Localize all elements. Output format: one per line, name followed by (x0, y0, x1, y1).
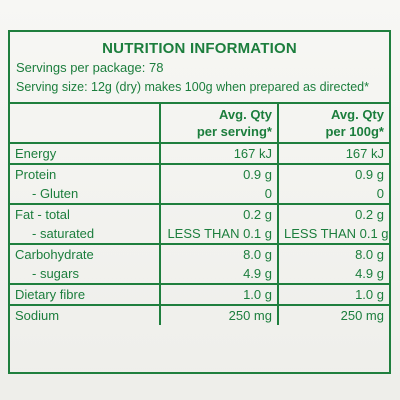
saturated-per-100g: LESS THAN 0.1 g (277, 224, 389, 244)
dietary-fibre-per-100g: 1.0 g (277, 283, 389, 305)
table-row: - saturated LESS THAN 0.1 g LESS THAN 0.… (10, 224, 389, 244)
sodium-per-100g: 250 mg (277, 304, 389, 325)
header-per-100g: Avg. Qty per 100g* (277, 102, 389, 143)
row-label-energy: Energy (10, 142, 160, 164)
nutrition-panel: NUTRITION INFORMATION Servings per packa… (8, 30, 391, 374)
row-label-protein: Protein (10, 163, 160, 184)
row-label-sugars: - sugars (32, 266, 79, 281)
saturated-per-serving: LESS THAN 0.1 g (159, 224, 278, 244)
header-blank-cell (10, 102, 160, 143)
sugars-per-serving: 4.9 g (159, 264, 278, 284)
gluten-per-100g: 0 (277, 184, 389, 204)
energy-per-100g: 167 kJ (277, 142, 389, 164)
dietary-fibre-per-serving: 1.0 g (159, 283, 278, 305)
table-row: - Gluten 0 0 (10, 184, 389, 204)
header-per-100g-line2: per 100g* (325, 124, 384, 139)
row-label-gluten: - Gluten (32, 186, 79, 201)
panel-title: NUTRITION INFORMATION (102, 40, 297, 57)
row-label-dietary-fibre: Dietary fibre (10, 283, 160, 305)
table-row: Carbohydrate 8.0 g 8.0 g (10, 243, 389, 264)
table-row: - sugars 4.9 g 4.9 g (10, 264, 389, 284)
table-row: Protein 0.9 g 0.9 g (10, 163, 389, 184)
header-per-serving: Avg. Qty per serving* (159, 102, 278, 143)
table-row: Sodium 250 mg 250 mg (10, 304, 389, 325)
carbohydrate-per-100g: 8.0 g (277, 243, 389, 264)
serving-size: Serving size: 12g (dry) makes 100g when … (16, 80, 369, 94)
protein-per-100g: 0.9 g (277, 163, 389, 184)
header-row: Avg. Qty per serving* Avg. Qty per 100g* (10, 102, 389, 143)
row-label-carbohydrate: Carbohydrate (10, 243, 160, 264)
row-label-saturated: - saturated (32, 226, 95, 241)
gluten-per-serving: 0 (159, 184, 278, 204)
table-row: Dietary fibre 1.0 g 1.0 g (10, 283, 389, 305)
header-per-serving-line2: per serving* (196, 124, 272, 139)
energy-per-serving: 167 kJ (159, 142, 278, 164)
servings-per-package: Servings per package: 78 (16, 60, 164, 75)
row-label-sodium: Sodium (10, 304, 160, 325)
protein-per-serving: 0.9 g (159, 163, 278, 184)
table-row: Energy 167 kJ 167 kJ (10, 142, 389, 164)
nutrition-table: Avg. Qty per serving* Avg. Qty per 100g*… (10, 102, 389, 325)
fat-total-per-100g: 0.2 g (277, 203, 389, 224)
table-row: Fat - total 0.2 g 0.2 g (10, 203, 389, 224)
sugars-per-100g: 4.9 g (277, 264, 389, 284)
row-label-fat-total: Fat - total (10, 203, 160, 224)
fat-total-per-serving: 0.2 g (159, 203, 278, 224)
header-per-100g-line1: Avg. Qty (331, 107, 384, 122)
carbohydrate-per-serving: 8.0 g (159, 243, 278, 264)
header-per-serving-line1: Avg. Qty (219, 107, 272, 122)
sodium-per-serving: 250 mg (159, 304, 278, 325)
